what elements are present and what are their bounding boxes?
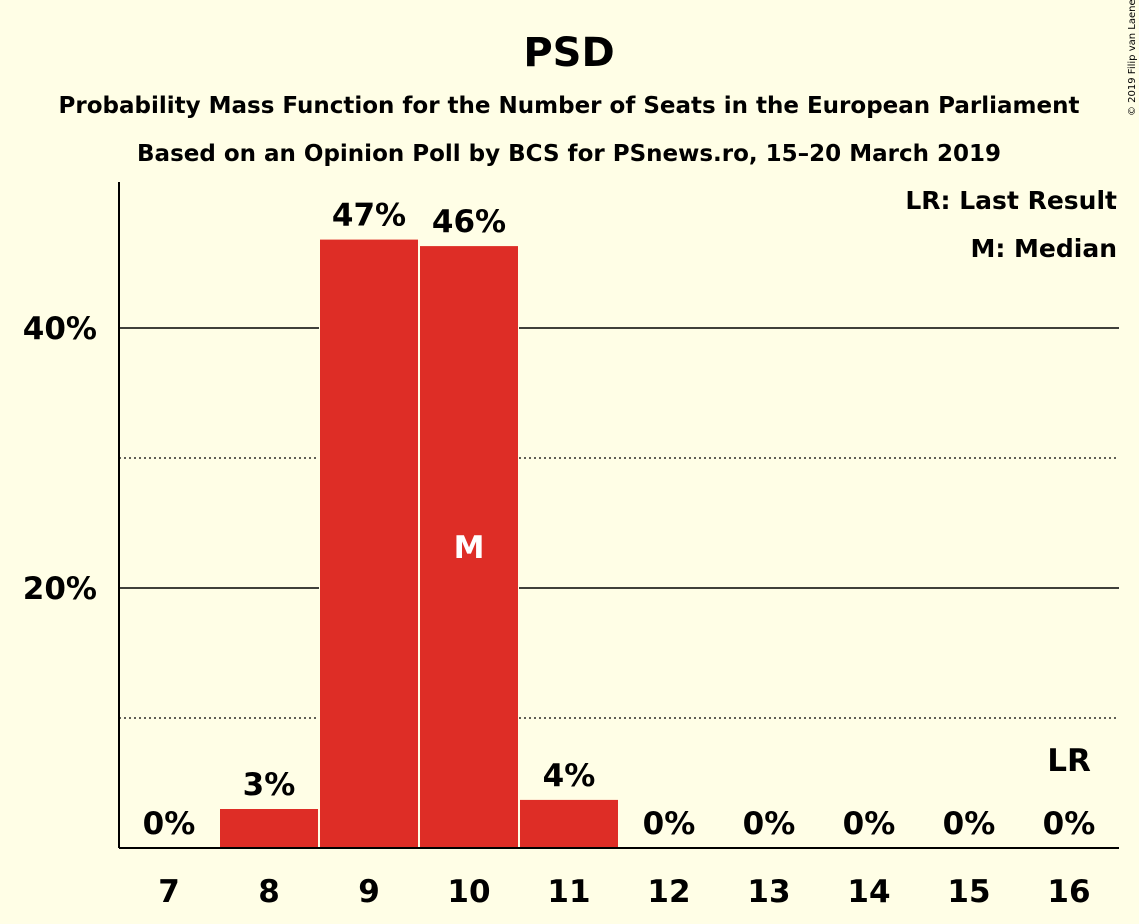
bars bbox=[219, 238, 619, 849]
x-tick-label: 7 bbox=[158, 874, 180, 910]
x-tick-label: 10 bbox=[447, 874, 490, 910]
bar-seats-10 bbox=[420, 246, 518, 849]
x-tick-label: 15 bbox=[947, 874, 990, 910]
x-tick-label: 11 bbox=[547, 874, 590, 910]
gridlines bbox=[119, 327, 1119, 719]
chart-subtitle-poll: Based on an Opinion Poll by BCS for PSne… bbox=[137, 141, 1001, 167]
x-tick-label: 14 bbox=[847, 874, 890, 910]
x-tick-label: 12 bbox=[647, 874, 690, 910]
data-label-seats-8: 3% bbox=[243, 767, 296, 803]
x-tick-label: 9 bbox=[358, 874, 380, 910]
legend-median: M: Median bbox=[970, 234, 1117, 263]
data-label-seats-12: 0% bbox=[643, 806, 696, 842]
data-label-seats-14: 0% bbox=[843, 806, 896, 842]
x-tick-label: 13 bbox=[747, 874, 790, 910]
bar-seats-11 bbox=[520, 799, 618, 848]
last-result-marker: LR bbox=[1047, 743, 1091, 779]
copyright-note: © 2019 Filip van Laenen bbox=[1127, 0, 1138, 116]
data-labels: 0% 3% 47% 46% M 4% 0% 0% 0% 0% 0% LR bbox=[143, 198, 1096, 842]
legend-last-result: LR: Last Result bbox=[905, 186, 1117, 215]
x-tick-label: 16 bbox=[1047, 874, 1090, 910]
x-tick-label: 8 bbox=[258, 874, 280, 910]
data-label-seats-10: 46% bbox=[432, 204, 506, 240]
bar-seats-9 bbox=[320, 239, 418, 849]
x-axis-ticks: 7 8 9 10 11 12 13 14 15 16 bbox=[158, 874, 1090, 910]
data-label-seats-11: 4% bbox=[543, 758, 596, 794]
data-label-seats-13: 0% bbox=[743, 806, 796, 842]
y-tick-label: 20% bbox=[23, 571, 97, 607]
bar-seats-8 bbox=[220, 809, 318, 848]
data-label-seats-7: 0% bbox=[143, 806, 196, 842]
chart-title: PSD bbox=[523, 30, 614, 76]
chart-subtitle: Probability Mass Function for the Number… bbox=[59, 93, 1080, 119]
median-marker: M bbox=[454, 530, 485, 566]
data-label-seats-16: 0% bbox=[1043, 806, 1096, 842]
data-label-seats-15: 0% bbox=[943, 806, 996, 842]
y-axis-ticks: 20% 40% bbox=[23, 311, 97, 607]
data-label-seats-9: 47% bbox=[332, 198, 406, 234]
y-tick-label: 40% bbox=[23, 311, 97, 347]
